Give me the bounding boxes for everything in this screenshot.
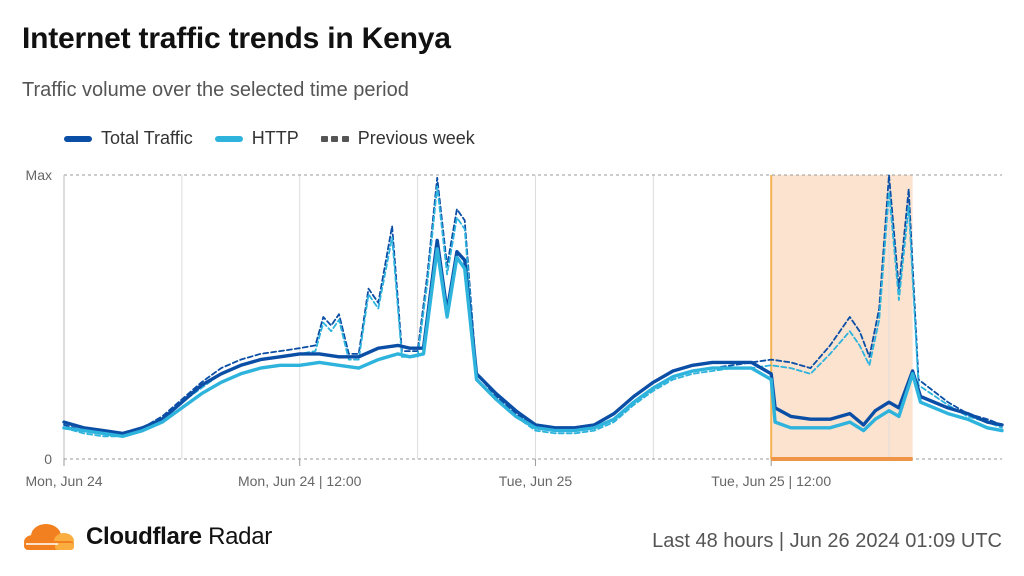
legend-swatch-total [64, 135, 92, 142]
legend-label-http: HTTP [251, 128, 299, 148]
legend-item-http[interactable]: HTTP [214, 128, 299, 149]
legend: Total Traffic HTTP Previous week [64, 128, 497, 149]
brand-name: Cloudflare [86, 523, 202, 550]
x-tick-label: Mon, Jun 24 [25, 473, 102, 489]
traffic-chart: Max 0 Mon, Jun 24 Mon, Jun 24 | 12:00 Tue, J… [25, 167, 1004, 489]
brand: Cloudflare Radar [22, 522, 272, 552]
cloudflare-logo-icon [24, 524, 74, 550]
series-line-total-traffic [62, 238, 1004, 436]
anomaly-bar [771, 457, 913, 461]
brand-product: Radar [208, 523, 272, 550]
x-tick-label: Tue, Jun 25 | 12:00 [711, 473, 831, 489]
legend-swatch-http [214, 135, 243, 142]
legend-label-previous: Previous week [357, 128, 475, 148]
legend-item-previous[interactable]: Previous week [320, 128, 475, 149]
legend-label-total: Total Traffic [101, 128, 193, 148]
series-line-http [62, 247, 1004, 438]
y-tick-label-zero: 0 [44, 451, 52, 467]
time-range-info: Last 48 hours | Jun 26 2024 01:09 UTC [652, 530, 1002, 552]
x-tick-label: Mon, Jun 24 | 12:00 [238, 473, 362, 489]
legend-item-total[interactable]: Total Traffic [64, 128, 193, 149]
legend-swatch-previous [320, 135, 349, 142]
y-tick-label-max: Max [26, 167, 52, 183]
x-tick-label: Tue, Jun 25 [499, 473, 573, 489]
chart-subtitle: Traffic volume over the selected time pe… [22, 79, 409, 101]
chart-title: Internet traffic trends in Kenya [22, 22, 451, 55]
